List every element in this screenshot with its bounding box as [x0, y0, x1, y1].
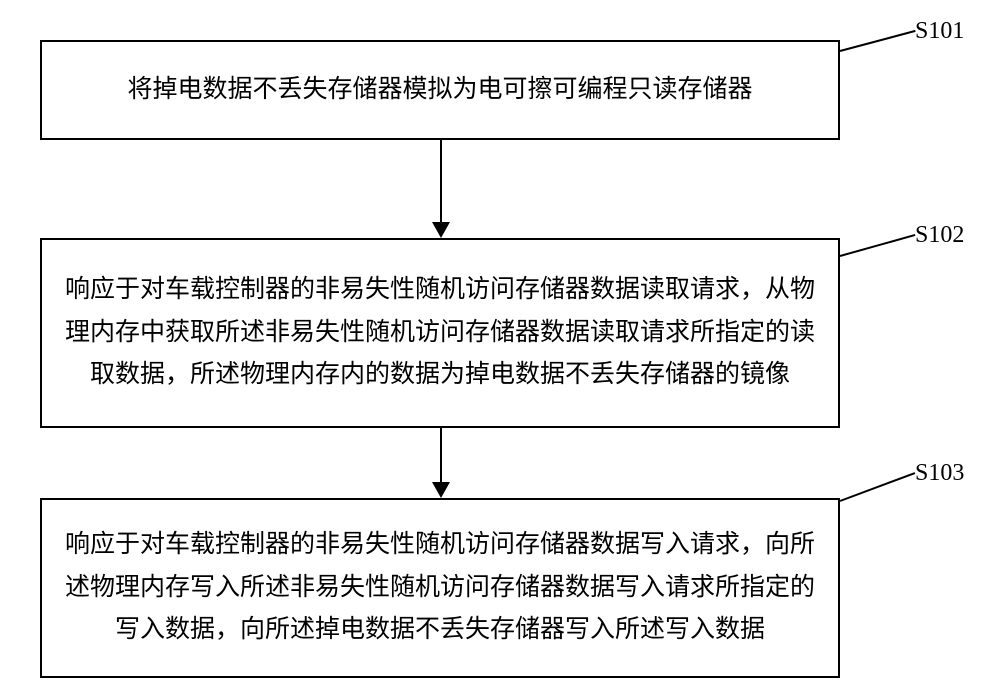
step-text: 响应于对车载控制器的非易失性随机访问存储器数据读取请求，从物理内存中获取所述非易…: [62, 269, 818, 397]
step-text: 将掉电数据不丢失存储器模拟为电可擦可编程只读存储器: [127, 69, 752, 112]
leader-line: [840, 472, 916, 502]
flowchart-canvas: 将掉电数据不丢失存储器模拟为电可擦可编程只读存储器 响应于对车载控制器的非易失性…: [0, 0, 1000, 682]
arrow-head-icon: [432, 482, 450, 498]
arrow-head-icon: [432, 222, 450, 238]
leader-line: [840, 234, 916, 257]
leader-line: [840, 30, 916, 52]
step-box-s101: 将掉电数据不丢失存储器模拟为电可擦可编程只读存储器: [40, 40, 840, 140]
step-box-s102: 响应于对车载控制器的非易失性随机访问存储器数据读取请求，从物理内存中获取所述非易…: [40, 238, 840, 428]
arrow-shaft: [440, 140, 442, 224]
step-label-s102: S102: [915, 222, 964, 249]
arrow-shaft: [440, 428, 442, 484]
step-label-s103: S103: [915, 460, 964, 487]
step-label-s101: S101: [915, 18, 964, 45]
step-box-s103: 响应于对车载控制器的非易失性随机访问存储器数据写入请求，向所述物理内存写入所述非…: [40, 498, 840, 678]
step-text: 响应于对车载控制器的非易失性随机访问存储器数据写入请求，向所述物理内存写入所述非…: [62, 524, 818, 652]
